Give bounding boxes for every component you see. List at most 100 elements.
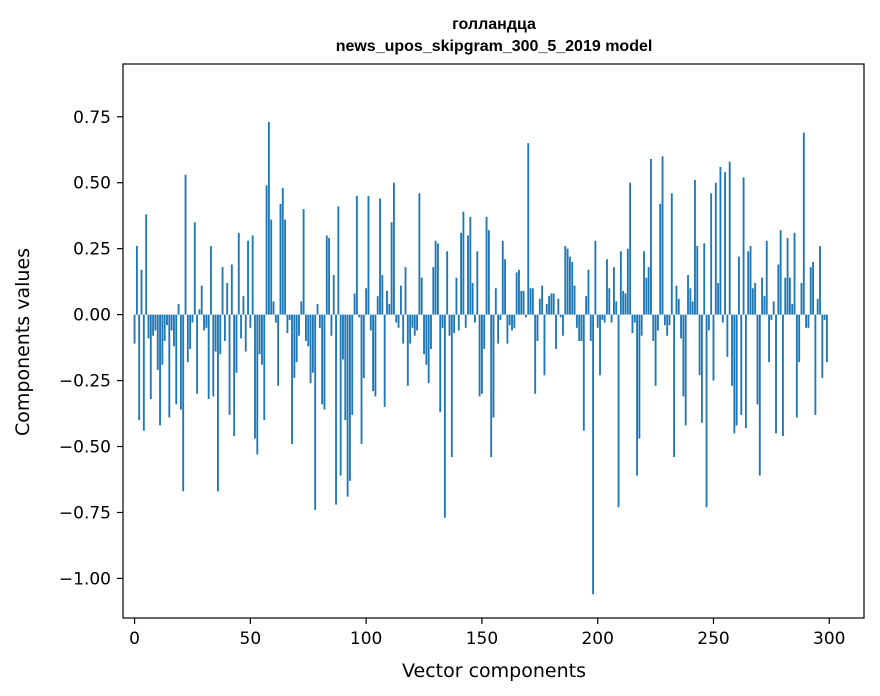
bar-267 [751, 288, 754, 315]
y-tick-label: 0.75 [73, 108, 111, 128]
bar-125 [423, 314, 425, 355]
bar-39 [223, 314, 226, 341]
bar-24 [189, 314, 192, 349]
bar-179 [548, 296, 550, 315]
bar-236 [680, 314, 682, 339]
bar-225 [654, 314, 657, 386]
bar-79 [316, 304, 319, 315]
bar-18 [175, 314, 178, 405]
bar-122 [416, 314, 419, 331]
bar-137 [450, 314, 453, 458]
y-tick-label: 0.25 [73, 240, 111, 260]
bar-276 [772, 301, 775, 315]
bar-153 [487, 230, 490, 315]
bar-232 [670, 193, 673, 315]
bar-111 [390, 222, 393, 315]
bar-91 [344, 314, 347, 421]
bar-26 [193, 222, 196, 315]
bar-230 [666, 314, 669, 336]
bar-48 [244, 314, 247, 352]
bar-219 [640, 314, 643, 336]
bar-212 [624, 293, 627, 315]
x-tick-label: 300 [813, 629, 845, 649]
bar-154 [490, 314, 493, 458]
bar-242 [694, 180, 696, 315]
bar-252 [717, 282, 720, 315]
bar-220 [643, 251, 645, 315]
bar-58 [267, 122, 270, 315]
bar-135 [446, 251, 449, 315]
bar-68 [291, 314, 293, 444]
bar-121 [413, 314, 416, 336]
bar-81 [321, 314, 324, 405]
bar-7 [149, 314, 152, 400]
bar-187 [566, 248, 569, 315]
bar-87 [335, 314, 337, 505]
bar-287 [798, 314, 801, 363]
bar-36 [217, 314, 219, 492]
chart-title-line2: news_upos_skipgram_300_5_2019 model [336, 38, 653, 55]
bar-277 [775, 314, 777, 434]
bar-90 [342, 314, 344, 360]
bar-138 [453, 314, 456, 334]
bar-117 [404, 267, 407, 315]
bar-269 [756, 314, 759, 405]
bar-243 [696, 246, 699, 315]
bar-248 [707, 314, 710, 331]
bar-54 [258, 314, 261, 355]
y-axis-label: Components values [12, 248, 34, 436]
bar-88 [337, 206, 340, 315]
bar-34 [212, 314, 215, 397]
bar-69 [293, 314, 296, 378]
bar-0 [133, 314, 136, 344]
chart-title-line1: голландца [452, 16, 536, 33]
bar-10 [156, 314, 159, 371]
bar-83 [325, 235, 328, 315]
bar-183 [557, 298, 560, 315]
bar-172 [531, 288, 534, 315]
bar-53 [256, 314, 259, 455]
bar-62 [277, 314, 280, 386]
bar-107 [381, 275, 384, 315]
bar-101 [367, 195, 370, 315]
bar-272 [763, 296, 766, 315]
bar-217 [636, 314, 638, 476]
bar-93 [349, 314, 351, 481]
bar-173 [534, 314, 537, 394]
bar-188 [568, 256, 571, 315]
bar-14 [166, 314, 168, 326]
bar-105 [376, 296, 379, 315]
bar-47 [242, 296, 245, 315]
bar-64 [281, 187, 284, 315]
bar-176 [541, 285, 544, 315]
bar-99 [362, 314, 365, 378]
bar-291 [807, 314, 810, 328]
bar-262 [740, 314, 743, 415]
bar-181 [552, 293, 555, 315]
bar-113 [395, 314, 398, 323]
bar-23 [186, 314, 189, 363]
bar-221 [645, 277, 648, 315]
bar-265 [747, 251, 750, 315]
bar-19 [177, 304, 180, 315]
bar-255 [724, 172, 726, 315]
bar-92 [346, 314, 349, 497]
bar-70 [295, 314, 298, 363]
bar-2 [138, 314, 141, 421]
bar-49 [247, 240, 249, 315]
bar-142 [462, 211, 465, 315]
bar-134 [443, 314, 446, 518]
bar-160 [504, 259, 506, 315]
bar-274 [768, 314, 770, 363]
bar-175 [538, 298, 541, 315]
bar-203 [603, 314, 606, 323]
bar-298 [823, 314, 826, 320]
bar-136 [448, 314, 451, 336]
bar-59 [270, 219, 273, 315]
bar-61 [274, 314, 277, 323]
bar-207 [612, 267, 615, 315]
bar-96 [355, 195, 358, 315]
bar-169 [524, 314, 527, 318]
